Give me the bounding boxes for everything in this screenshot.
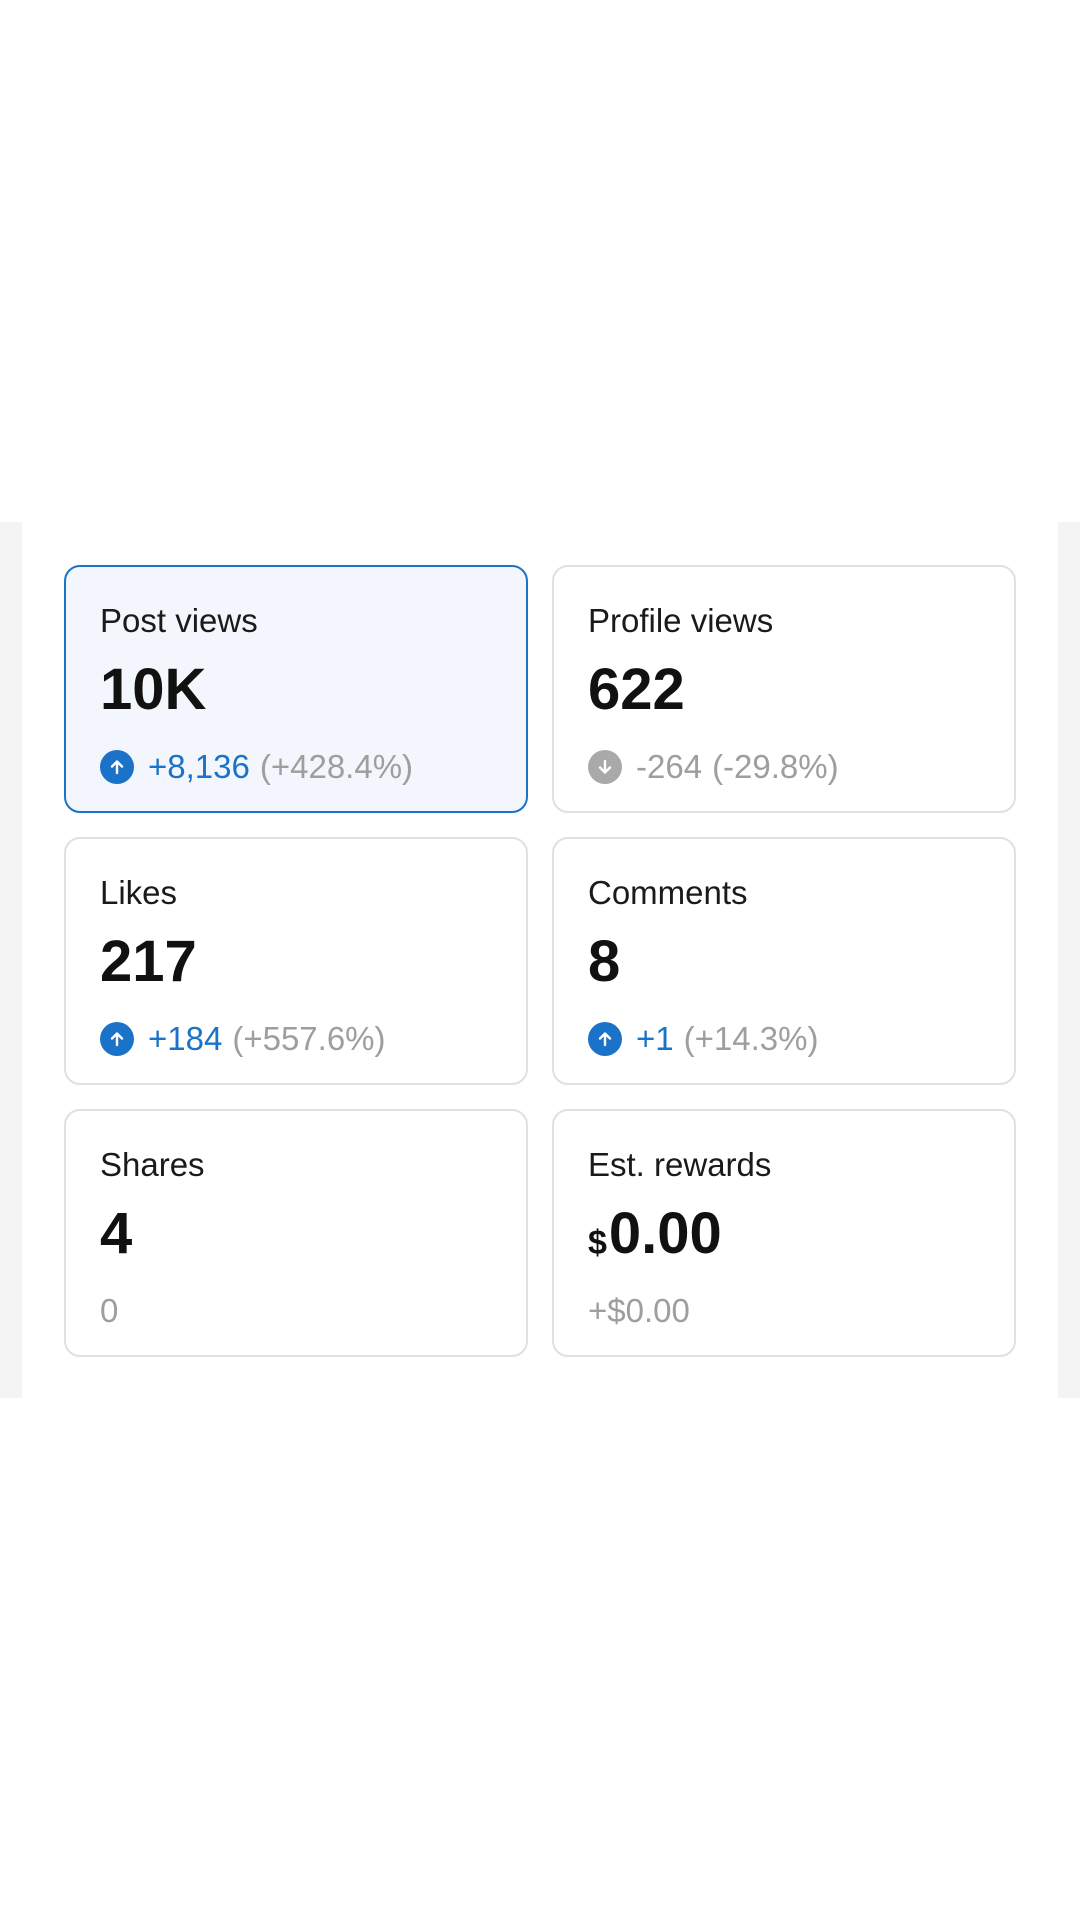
card-change: +184 (+557.6%) (100, 1019, 526, 1059)
shares-card[interactable]: Shares 4 0 (64, 1109, 528, 1357)
card-label: Post views (100, 601, 526, 641)
change-delta: -264 (636, 747, 702, 787)
likes-card[interactable]: Likes 217 +184 (+557.6%) (64, 837, 528, 1085)
change-delta: +1 (636, 1019, 674, 1059)
change-percent: (-29.8%) (712, 747, 839, 787)
profile-views-card[interactable]: Profile views 622 -264 (-29.8%) (552, 565, 1016, 813)
arrow-up-circle-icon (100, 1022, 134, 1056)
change-percent: (+428.4%) (260, 747, 413, 787)
change-delta: +184 (148, 1019, 222, 1059)
card-label: Likes (100, 873, 526, 913)
card-change: +8,136 (+428.4%) (100, 747, 526, 787)
rewards-amount: 0.00 (609, 1199, 722, 1269)
est-rewards-card[interactable]: Est. rewards $0.00 +$0.00 (552, 1109, 1016, 1357)
card-change: +1 (+14.3%) (588, 1019, 1014, 1059)
comments-card[interactable]: Comments 8 +1 (+14.3%) (552, 837, 1016, 1085)
card-value: 10K (100, 655, 526, 725)
change-percent: (+14.3%) (684, 1019, 819, 1059)
card-change: -264 (-29.8%) (588, 747, 1014, 787)
currency-symbol: $ (588, 1217, 607, 1269)
change-delta: 0 (100, 1291, 118, 1331)
post-views-card[interactable]: Post views 10K +8,136 (+428.4%) (64, 565, 528, 813)
change-delta: +8,136 (148, 747, 250, 787)
card-value: 217 (100, 927, 526, 997)
arrow-down-circle-icon (588, 750, 622, 784)
change-percent: (+557.6%) (232, 1019, 385, 1059)
arrow-up-circle-icon (588, 1022, 622, 1056)
card-label: Comments (588, 873, 1014, 913)
change-delta: +$0.00 (588, 1291, 690, 1331)
card-change: +$0.00 (588, 1291, 1014, 1331)
card-label: Est. rewards (588, 1145, 1014, 1185)
card-value: 4 (100, 1199, 526, 1269)
card-value: 622 (588, 655, 1014, 725)
card-label: Shares (100, 1145, 526, 1185)
card-change: 0 (100, 1291, 526, 1331)
card-value: $0.00 (588, 1199, 1014, 1269)
card-value: 8 (588, 927, 1014, 997)
stats-grid: Post views 10K +8,136 (+428.4%) Profile … (64, 565, 1016, 1357)
card-label: Profile views (588, 601, 1014, 641)
arrow-up-circle-icon (100, 750, 134, 784)
